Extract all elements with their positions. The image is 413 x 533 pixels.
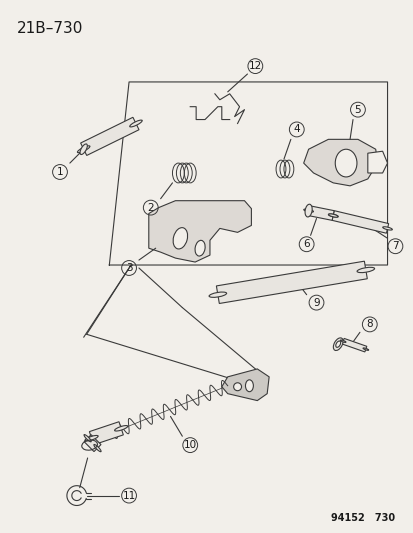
Polygon shape — [367, 151, 387, 173]
Ellipse shape — [195, 240, 205, 256]
Text: 2: 2 — [147, 203, 154, 213]
Ellipse shape — [94, 445, 101, 451]
Ellipse shape — [335, 149, 356, 177]
Text: 10: 10 — [183, 440, 196, 450]
Polygon shape — [216, 261, 366, 303]
Ellipse shape — [303, 209, 313, 212]
Text: 21B–730: 21B–730 — [17, 21, 83, 36]
Ellipse shape — [335, 341, 340, 348]
Polygon shape — [342, 338, 366, 352]
Ellipse shape — [129, 120, 142, 127]
Ellipse shape — [304, 204, 311, 217]
Text: 6: 6 — [303, 239, 309, 249]
Ellipse shape — [80, 144, 87, 155]
Ellipse shape — [328, 214, 337, 217]
Ellipse shape — [85, 435, 98, 441]
Text: 8: 8 — [366, 319, 372, 329]
Ellipse shape — [245, 380, 253, 392]
Polygon shape — [84, 435, 101, 451]
Text: 7: 7 — [391, 241, 398, 251]
Polygon shape — [303, 139, 377, 186]
Text: 9: 9 — [313, 297, 319, 308]
Ellipse shape — [114, 425, 128, 431]
Polygon shape — [331, 211, 388, 233]
Ellipse shape — [84, 434, 91, 442]
Ellipse shape — [382, 227, 392, 230]
Polygon shape — [307, 206, 333, 220]
Text: 1: 1 — [57, 167, 63, 177]
Polygon shape — [221, 369, 268, 401]
Polygon shape — [148, 201, 251, 262]
Polygon shape — [81, 117, 139, 156]
Text: 3: 3 — [126, 263, 132, 273]
Ellipse shape — [339, 340, 345, 342]
Text: 4: 4 — [293, 124, 299, 134]
Polygon shape — [89, 422, 123, 445]
Circle shape — [233, 383, 241, 391]
Ellipse shape — [362, 348, 368, 350]
Text: 94152   730: 94152 730 — [330, 513, 394, 523]
Ellipse shape — [328, 214, 337, 217]
Text: 5: 5 — [354, 104, 361, 115]
Text: 12: 12 — [248, 61, 261, 71]
Ellipse shape — [209, 292, 226, 297]
Ellipse shape — [77, 146, 90, 152]
Ellipse shape — [356, 268, 374, 272]
Text: 11: 11 — [122, 490, 135, 500]
Ellipse shape — [173, 228, 187, 249]
Ellipse shape — [332, 338, 342, 351]
